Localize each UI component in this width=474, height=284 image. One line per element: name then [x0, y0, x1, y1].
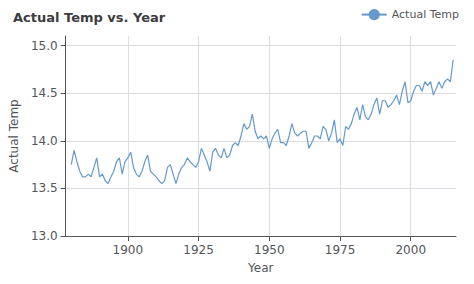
svg-text:14.5: 14.5 [31, 86, 58, 100]
svg-text:2000: 2000 [395, 243, 426, 257]
svg-text:14.0: 14.0 [31, 134, 58, 148]
svg-text:Actual Temp: Actual Temp [392, 8, 459, 21]
svg-text:13.5: 13.5 [31, 181, 58, 195]
svg-text:Actual Temp vs. Year: Actual Temp vs. Year [13, 10, 166, 25]
svg-text:13.0: 13.0 [31, 229, 58, 243]
svg-text:15.0: 15.0 [31, 39, 58, 53]
svg-text:Actual Temp: Actual Temp [7, 99, 21, 172]
svg-text:1950: 1950 [254, 243, 285, 257]
svg-text:1975: 1975 [325, 243, 356, 257]
svg-text:Year: Year [247, 261, 273, 275]
svg-text:1925: 1925 [183, 243, 214, 257]
svg-text:1900: 1900 [113, 243, 144, 257]
